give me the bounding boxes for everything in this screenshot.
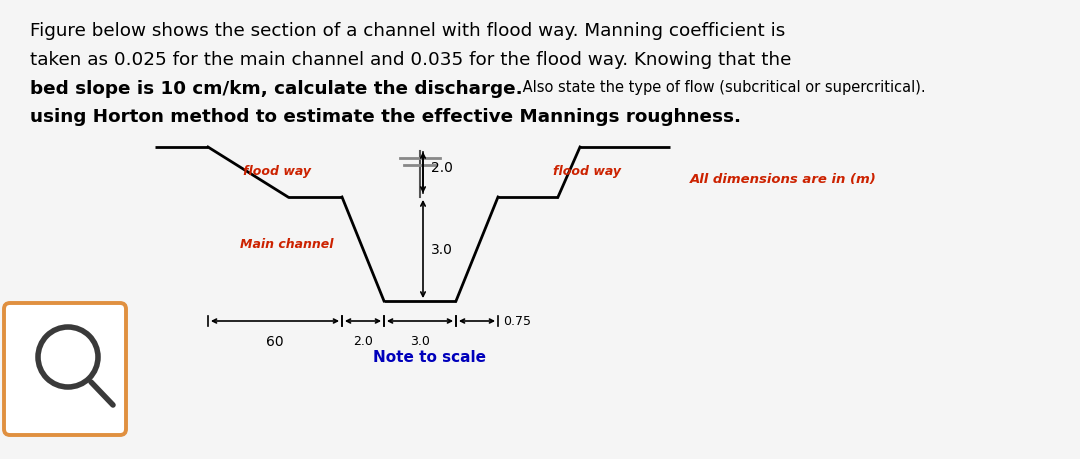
Text: bed slope is 10 cm/km, calculate the discharge.: bed slope is 10 cm/km, calculate the dis… [30, 80, 523, 98]
Text: taken as 0.025 for the main channel and 0.035 for the flood way. Knowing that th: taken as 0.025 for the main channel and … [30, 51, 792, 69]
Text: using Horton method to estimate the effective Mannings roughness.: using Horton method to estimate the effe… [30, 108, 741, 126]
FancyBboxPatch shape [4, 303, 126, 435]
Text: flood way: flood way [243, 165, 311, 178]
Text: 3.0: 3.0 [410, 334, 430, 347]
Text: Main channel: Main channel [241, 238, 334, 251]
Text: 3.0: 3.0 [431, 242, 453, 257]
Text: 60: 60 [266, 334, 284, 348]
Text: flood way: flood way [553, 165, 621, 178]
Text: 0.75: 0.75 [503, 315, 531, 328]
Text: All dimensions are in (m): All dimensions are in (m) [690, 173, 877, 186]
Text: 2.0: 2.0 [431, 161, 453, 174]
Text: Figure below shows the section of a channel with flood way. Manning coefficient : Figure below shows the section of a chan… [30, 22, 785, 40]
Text: Note to scale: Note to scale [373, 349, 486, 364]
Text: 2.0: 2.0 [353, 334, 373, 347]
Text: Also state the type of flow (subcritical or supercritical).: Also state the type of flow (subcritical… [518, 80, 926, 95]
